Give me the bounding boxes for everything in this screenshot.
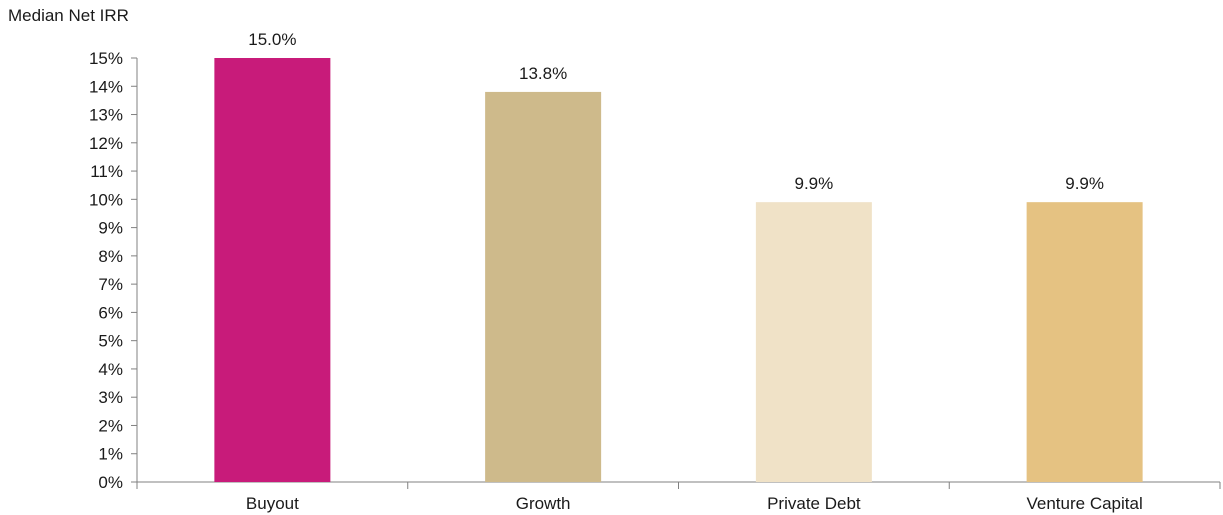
y-tick-label: 4% <box>98 360 123 379</box>
bar <box>485 91 602 483</box>
y-tick-label: 12% <box>89 134 123 153</box>
y-tick-label: 6% <box>98 303 123 322</box>
y-tick-label: 15% <box>89 49 123 68</box>
x-tick-label: Venture Capital <box>1027 494 1143 513</box>
data-label: 15.0% <box>248 30 296 49</box>
y-tick-label: 14% <box>89 77 123 96</box>
y-tick-label: 8% <box>98 247 123 266</box>
bar <box>1026 202 1143 482</box>
y-tick-label: 11% <box>90 162 123 181</box>
bar <box>214 58 331 482</box>
y-tick-label: 7% <box>98 275 123 294</box>
x-tick-label: Buyout <box>246 494 299 513</box>
y-tick-label: 2% <box>98 416 123 435</box>
data-label: 9.9% <box>1065 174 1104 193</box>
y-tick-label: 10% <box>89 190 123 209</box>
x-tick-label: Private Debt <box>767 494 861 513</box>
y-tick-label: 0% <box>98 473 123 492</box>
y-tick-label: 1% <box>98 445 123 464</box>
y-axis-title: Median Net IRR <box>8 6 129 25</box>
x-tick-label: Growth <box>516 494 571 513</box>
data-label: 9.9% <box>795 174 834 193</box>
data-label: 13.8% <box>519 64 567 83</box>
y-tick-label: 3% <box>98 388 123 407</box>
y-tick-label: 9% <box>98 219 123 238</box>
y-tick-label: 13% <box>89 106 123 125</box>
y-tick-label: 5% <box>98 332 123 351</box>
bar <box>755 202 872 482</box>
